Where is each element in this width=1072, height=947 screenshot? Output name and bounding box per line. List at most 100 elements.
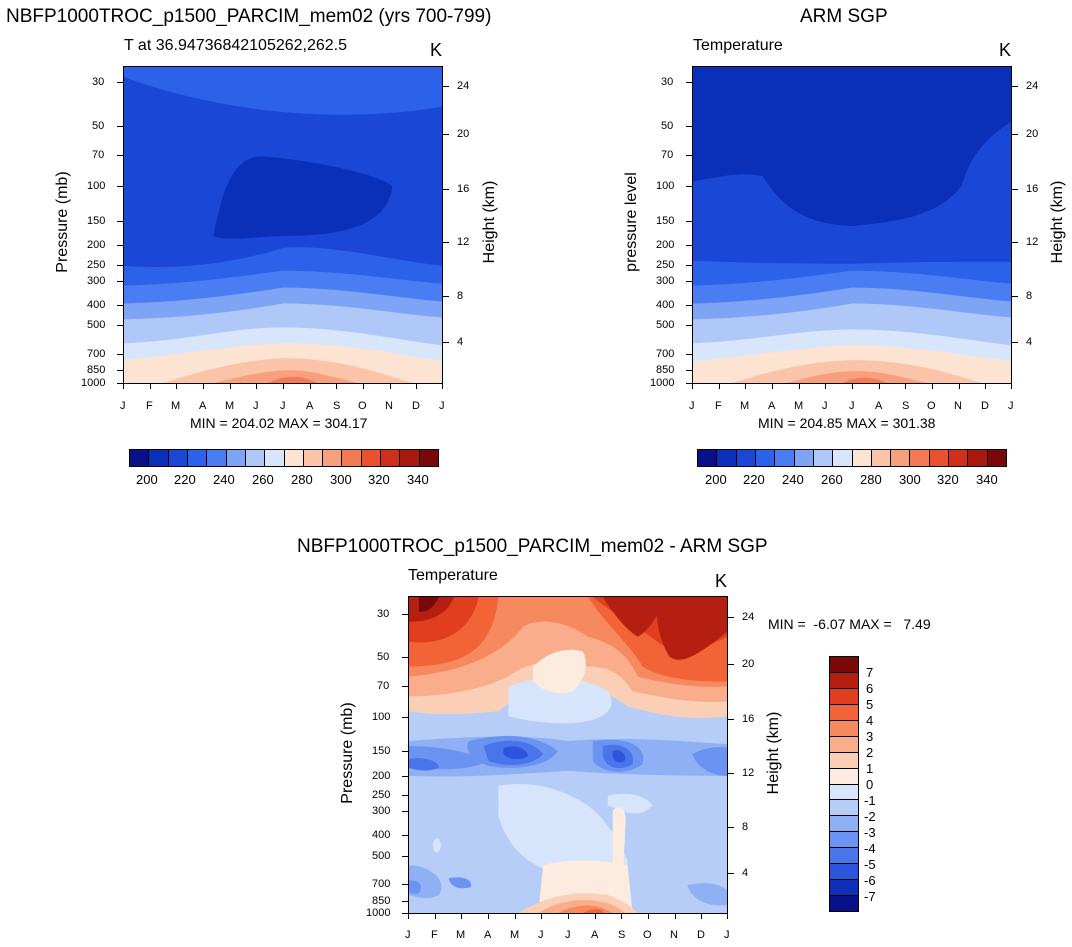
p1-xtick: J bbox=[120, 400, 126, 412]
panel1-subtitle-left: T at 36.94736842105262,262.5 bbox=[124, 37, 348, 54]
colorbar-swatch bbox=[929, 450, 950, 466]
p1-xtick: S bbox=[333, 400, 341, 412]
colorbar-swatch bbox=[813, 450, 834, 466]
p1-xtick: A bbox=[199, 400, 207, 412]
panel2-plot bbox=[692, 66, 1012, 384]
p3-ytick-right: 16 bbox=[742, 713, 755, 725]
p3-xtick: J bbox=[565, 929, 571, 941]
p2-ytick: 250 bbox=[656, 259, 675, 271]
colorbar-swatch bbox=[168, 450, 188, 466]
colorbar-swatch bbox=[323, 450, 343, 466]
p1-ytick: 700 bbox=[87, 348, 106, 360]
p3-ylabel: Pressure (mb) bbox=[339, 702, 356, 804]
p1-stats: MIN = 204.02 MAX = 304.17 bbox=[190, 415, 368, 431]
panel2-subtitle-left: Temperature bbox=[693, 37, 783, 54]
p1-xtick: J bbox=[253, 400, 259, 412]
colorbar-swatch bbox=[187, 450, 208, 466]
p3-ytick-right: 4 bbox=[742, 867, 749, 879]
panel1-units: K bbox=[430, 40, 443, 60]
p2-xtick: D bbox=[981, 400, 989, 412]
p1-ytick: 30 bbox=[92, 76, 105, 88]
colorbar-swatch bbox=[736, 450, 756, 466]
p1-ytick: 150 bbox=[87, 215, 106, 227]
colorbar-swatch bbox=[830, 864, 858, 881]
p2-ytick-right: 4 bbox=[1026, 336, 1033, 348]
p1-xtick: O bbox=[358, 400, 367, 412]
p1-cbar-label: 320 bbox=[368, 472, 390, 487]
p1-ytick: 70 bbox=[92, 149, 105, 161]
p1-ytick: 1000 bbox=[81, 377, 106, 389]
p2-ytick-right: 24 bbox=[1026, 80, 1039, 92]
colorbar-swatch bbox=[381, 450, 401, 466]
p3-ytick-right: 8 bbox=[742, 821, 749, 833]
p2-cbar-label: 340 bbox=[976, 472, 998, 487]
panel1-title: NBFP1000TROC_p1500_PARCIM_mem02 (yrs 700… bbox=[6, 6, 492, 27]
colorbar-swatch bbox=[830, 832, 858, 849]
p3-cbar-label: -6 bbox=[864, 873, 876, 888]
p1-cbar-label: 220 bbox=[174, 472, 196, 487]
colorbar-swatch bbox=[830, 800, 858, 817]
p3-ytick: 100 bbox=[372, 711, 391, 723]
p1-xtick: A bbox=[306, 400, 314, 412]
colorbar-swatch bbox=[830, 736, 858, 753]
p3-xtick: A bbox=[484, 929, 492, 941]
colorbar-swatch bbox=[830, 784, 858, 801]
p3-xtick: F bbox=[431, 929, 438, 941]
p1-colorbar bbox=[129, 449, 439, 467]
p3-ytick-right: 24 bbox=[742, 611, 755, 623]
panel3-subtitle-left: Temperature bbox=[408, 567, 498, 584]
colorbar-swatch bbox=[245, 450, 266, 466]
colorbar-swatch bbox=[794, 450, 814, 466]
p1-cbar-label: 260 bbox=[252, 472, 274, 487]
p3-cbar-label: 7 bbox=[866, 665, 874, 680]
p1-ytick: 850 bbox=[87, 364, 106, 376]
colorbar-swatch bbox=[830, 720, 858, 737]
p3-ytick: 400 bbox=[372, 829, 391, 841]
colorbar-swatch bbox=[419, 450, 438, 466]
p1-xtick: N bbox=[385, 400, 393, 412]
p1-ytick-right: 24 bbox=[457, 80, 470, 92]
colorbar-swatch bbox=[833, 450, 853, 466]
p1-ytick: 250 bbox=[87, 259, 106, 271]
colorbar-swatch bbox=[265, 450, 285, 466]
colorbar-swatch bbox=[207, 450, 227, 466]
colorbar-swatch bbox=[830, 880, 858, 897]
colorbar-swatch bbox=[400, 450, 420, 466]
p2-cbar-label: 320 bbox=[937, 472, 959, 487]
p3-cbar-label: -2 bbox=[864, 809, 876, 824]
p2-cbar-label: 200 bbox=[705, 472, 727, 487]
p2-xtick: A bbox=[768, 400, 776, 412]
colorbar-swatch bbox=[871, 450, 892, 466]
p1-xtick: D bbox=[412, 400, 420, 412]
p2-ytick: 200 bbox=[656, 239, 675, 251]
colorbar-swatch bbox=[361, 450, 382, 466]
p1-ytick-right: 20 bbox=[457, 128, 470, 140]
p3-cbar-label: 2 bbox=[866, 745, 874, 760]
p1-xtick: M bbox=[225, 400, 235, 412]
p2-ytick: 150 bbox=[656, 215, 675, 227]
colorbar-swatch bbox=[852, 450, 872, 466]
colorbar-swatch bbox=[342, 450, 362, 466]
p2-xtick: S bbox=[902, 400, 910, 412]
p2-ytick: 850 bbox=[656, 364, 675, 376]
p2-cbar-label: 300 bbox=[899, 472, 921, 487]
p3-ytick: 30 bbox=[377, 608, 390, 620]
p3-cbar-label: 3 bbox=[866, 729, 874, 744]
p3-xtick: N bbox=[670, 929, 678, 941]
p3-ytick-right: 12 bbox=[742, 767, 755, 779]
panel3-plot bbox=[408, 596, 728, 914]
p3-ytick: 70 bbox=[377, 680, 390, 692]
p3-xtick: M bbox=[510, 929, 520, 941]
p1-ytick-right: 4 bbox=[457, 336, 464, 348]
p2-stats: MIN = 204.85 MAX = 301.38 bbox=[758, 415, 936, 431]
p1-xtick: J bbox=[280, 400, 286, 412]
p3-cbar-label: 4 bbox=[866, 713, 874, 728]
p1-ytick: 50 bbox=[92, 120, 105, 132]
colorbar-swatch bbox=[717, 450, 737, 466]
p1-xtick: J bbox=[439, 400, 445, 412]
colorbar-swatch bbox=[830, 688, 858, 705]
p2-ytick-right: 8 bbox=[1026, 290, 1033, 302]
p3-cbar-label: -3 bbox=[864, 825, 876, 840]
panel3-title: NBFP1000TROC_p1500_PARCIM_mem02 - ARM SG… bbox=[297, 536, 768, 557]
p2-xtick: J bbox=[822, 400, 828, 412]
